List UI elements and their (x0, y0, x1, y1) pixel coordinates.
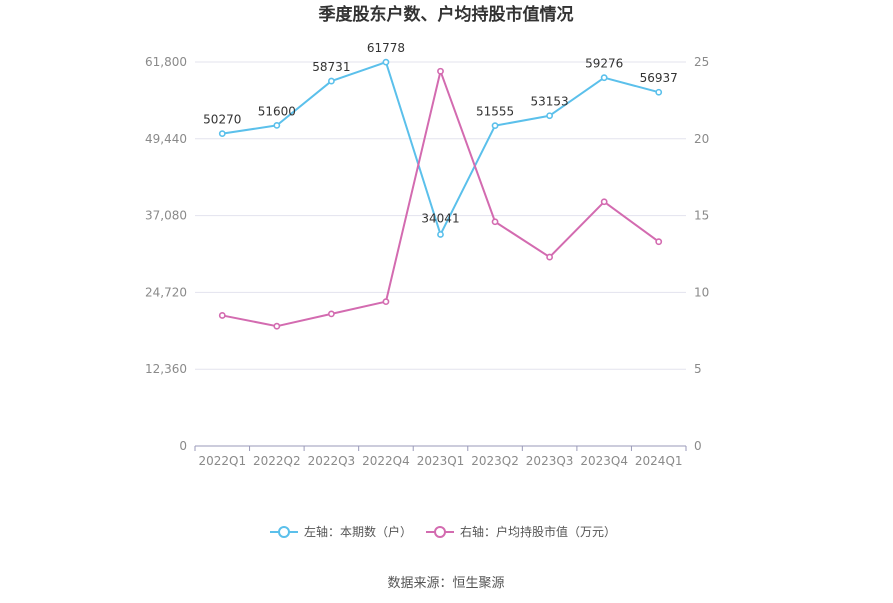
left-axis-tick-label: 49,440 (145, 132, 187, 146)
grid (195, 61, 686, 370)
data-point[interactable] (273, 121, 281, 129)
left-axis-tick-label: 37,080 (145, 209, 187, 223)
legend-marker-market-value (434, 526, 446, 538)
data-label: 59276 (585, 57, 623, 71)
data-label: 51555 (476, 105, 514, 119)
data-label: 34041 (421, 211, 459, 225)
data-point[interactable] (382, 298, 390, 306)
left-axis-tick-label: 24,720 (145, 285, 187, 299)
data-point[interactable] (491, 218, 499, 226)
left-axis-tick-label: 61,800 (145, 55, 187, 69)
axes: 0 0 12,360 5 24,720 10 37,080 15 49,440 20 61,800 2… (145, 55, 709, 468)
x-axis-tick-label: 2023Q3 (526, 454, 574, 468)
right-axis-tick-label: 0 (694, 439, 702, 453)
legend-label-market-value: 右轴：户均持股市值（万元） (460, 524, 616, 539)
data-label: 53153 (531, 95, 569, 109)
series (218, 58, 663, 330)
legend-item-households[interactable]: 左轴：本期数（户） (270, 524, 412, 539)
data-point[interactable] (437, 67, 444, 75)
x-axis-tick-label: 2022Q2 (253, 454, 301, 468)
data-point[interactable] (382, 58, 390, 66)
data-point[interactable] (437, 231, 444, 238)
right-axis-tick-label: 15 (694, 209, 709, 223)
data-point[interactable] (218, 312, 226, 319)
right-axis-tick-label: 20 (694, 132, 709, 146)
legend-label-households: 左轴：本期数（户） (304, 524, 412, 539)
legend-marker-households (278, 526, 290, 538)
data-point[interactable] (546, 253, 554, 261)
data-point[interactable] (546, 112, 554, 120)
x-axis-tick-label: 2022Q4 (362, 454, 410, 468)
data-point[interactable] (327, 77, 335, 85)
data-point[interactable] (600, 74, 608, 82)
data-label: 56937 (640, 71, 678, 85)
data-labels: 50270 51600 58731 61778 34041 51555 53153 59276… (203, 41, 678, 225)
data-label: 61778 (367, 41, 405, 55)
data-point[interactable] (273, 322, 281, 330)
data-point[interactable] (327, 310, 335, 318)
left-axis-tick-label: 0 (179, 439, 187, 453)
data-point[interactable] (600, 198, 608, 206)
legend-item-market-value[interactable]: 右轴：户均持股市值（万元） (426, 524, 616, 539)
x-axis-tick-label: 2023Q4 (580, 454, 628, 468)
x-axis-tick-label: 2024Q1 (635, 454, 683, 468)
series-line-0 (222, 61, 659, 236)
left-axis-tick-label: 12,360 (145, 362, 187, 376)
data-point[interactable] (218, 130, 226, 138)
x-axis-tick-label: 2023Q1 (417, 454, 465, 468)
data-point[interactable] (655, 88, 663, 96)
data-label: 58731 (312, 60, 350, 74)
data-point[interactable] (491, 122, 499, 130)
data-label: 50270 (203, 113, 241, 127)
x-axis-tick-label: 2023Q2 (471, 454, 519, 468)
data-label: 51600 (258, 104, 296, 118)
legend[interactable]: 左轴：本期数（户） 右轴：户均持股市值（万元） (270, 524, 616, 539)
right-axis-tick-label: 10 (694, 285, 709, 299)
right-axis-tick-label: 5 (694, 362, 702, 376)
right-axis-tick-label: 25 (694, 55, 709, 69)
x-axis-tick-label: 2022Q3 (308, 454, 356, 468)
data-source: 数据来源：恒生聚源 (387, 576, 504, 591)
chart-title: 季度股东户数、户均持股市值情况 (319, 4, 574, 25)
x-axis-tick-label: 2022Q1 (198, 454, 246, 468)
data-point[interactable] (655, 238, 663, 246)
